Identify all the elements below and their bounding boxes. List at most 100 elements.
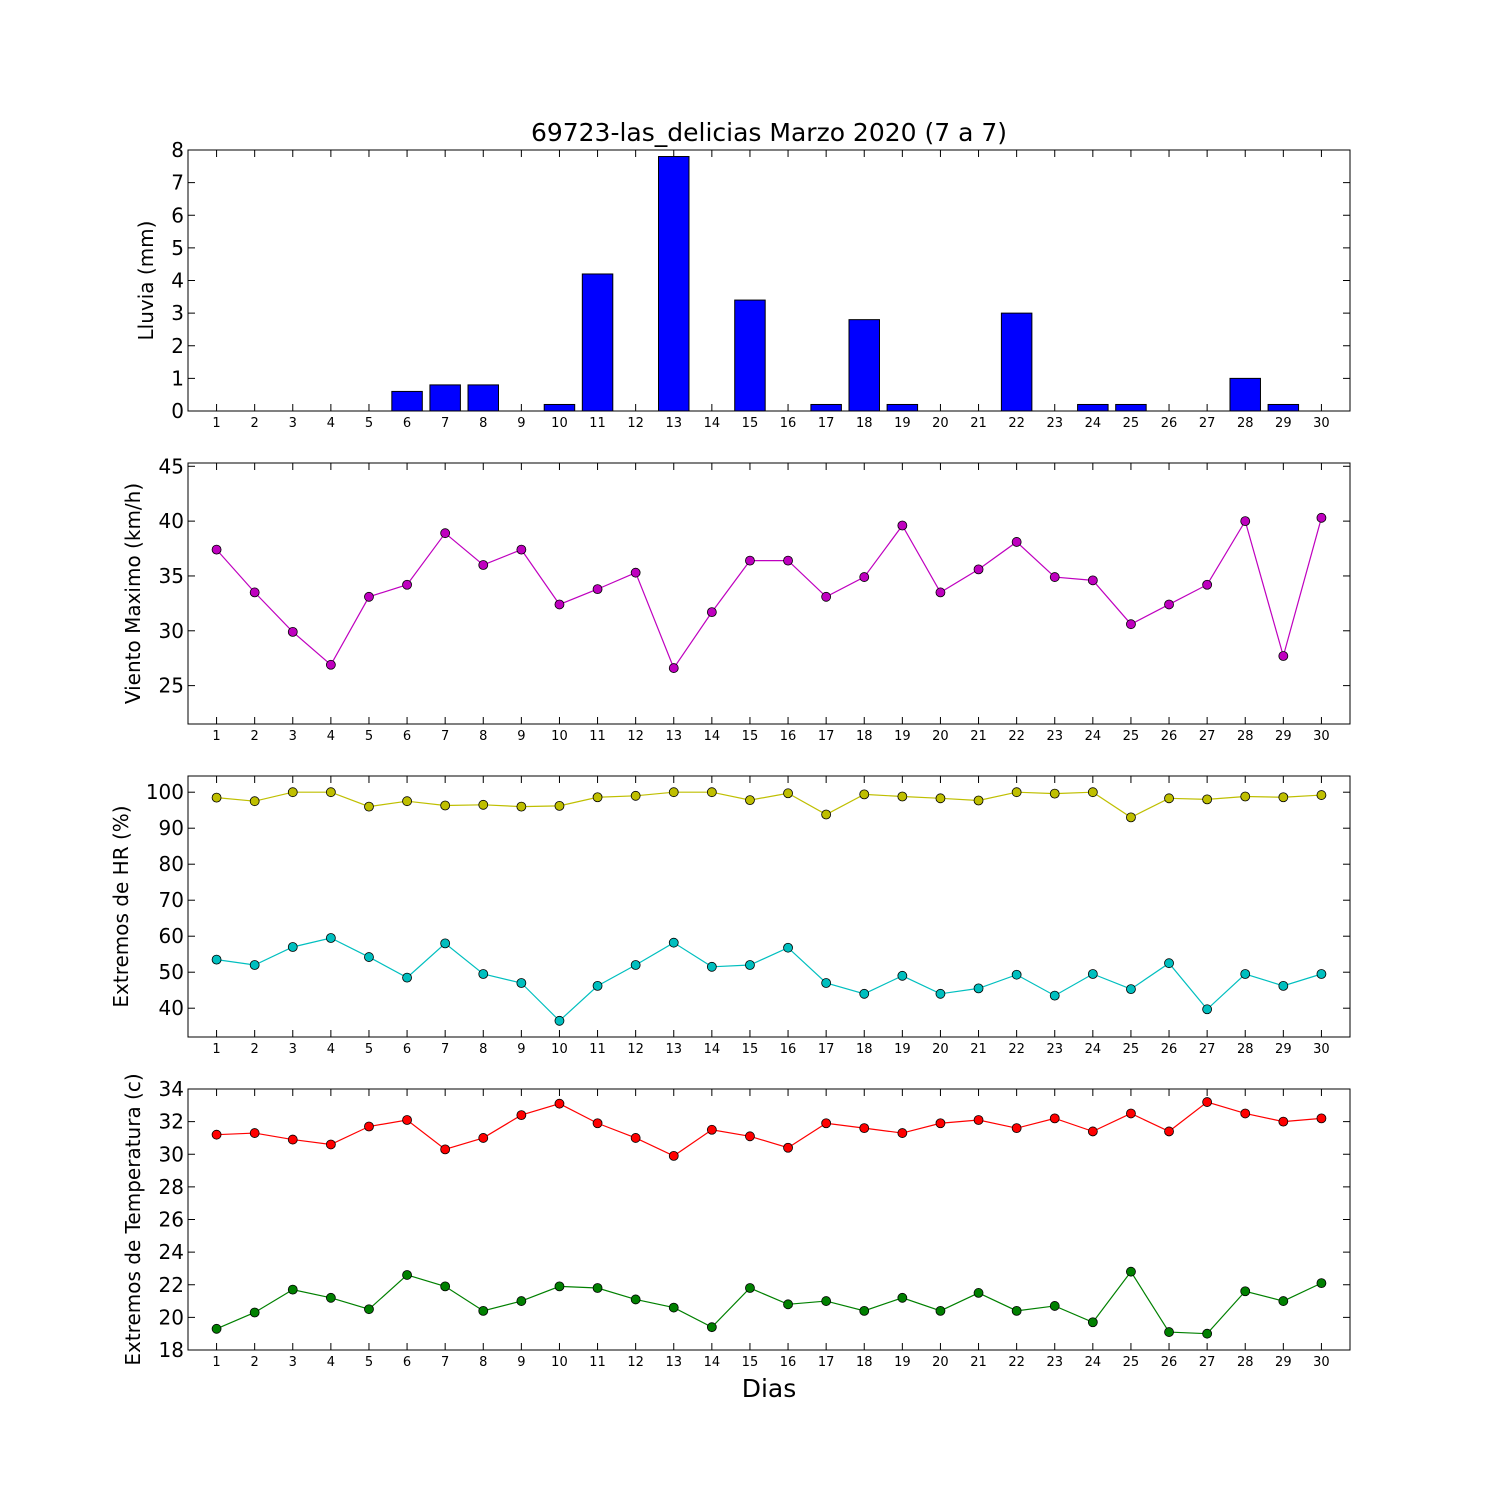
data-point xyxy=(211,792,222,803)
data-point xyxy=(478,799,489,810)
data-point xyxy=(1011,969,1022,980)
y-tick-label: 7 xyxy=(171,171,184,195)
bar xyxy=(886,403,919,412)
data-point xyxy=(783,1142,793,1153)
x-tick-label: 13 xyxy=(665,416,682,431)
data-point xyxy=(1087,1317,1098,1328)
x-tick-label: 27 xyxy=(1199,1355,1216,1370)
x-tick-label: 5 xyxy=(365,1042,373,1057)
bar xyxy=(1077,403,1109,412)
series-line xyxy=(216,1270,1322,1335)
x-tick-label: 25 xyxy=(1123,1355,1140,1370)
x-tick-label: 25 xyxy=(1123,729,1140,744)
data-point xyxy=(1316,790,1327,800)
data-point xyxy=(821,591,832,602)
data-point xyxy=(554,800,565,811)
x-tick-label: 26 xyxy=(1161,1042,1178,1057)
data-point xyxy=(1011,787,1022,798)
data-point xyxy=(1240,791,1251,802)
y-tick-label: 5 xyxy=(171,236,184,260)
series-line xyxy=(216,1101,1322,1157)
x-tick-label: 24 xyxy=(1085,1042,1102,1057)
data-point xyxy=(478,1305,489,1316)
bar xyxy=(810,403,842,412)
data-point xyxy=(1316,1113,1327,1124)
data-point xyxy=(211,954,222,965)
data-point xyxy=(630,1133,641,1143)
data-point xyxy=(1202,1004,1213,1015)
data-point xyxy=(706,961,717,972)
data-point xyxy=(897,1292,908,1303)
data-point xyxy=(859,1305,870,1316)
x-tick-label: 16 xyxy=(780,416,797,431)
data-point xyxy=(364,591,374,602)
data-point xyxy=(249,796,260,807)
x-tick-label: 1 xyxy=(212,416,220,431)
data-point xyxy=(1049,788,1060,799)
data-point xyxy=(821,978,832,988)
x-tick-label: 11 xyxy=(589,1042,606,1057)
y-tick-label: 70 xyxy=(159,888,184,912)
x-tick-label: 8 xyxy=(479,1042,487,1057)
x-tick-label: 21 xyxy=(970,729,987,744)
data-point xyxy=(973,564,984,575)
data-point xyxy=(211,1323,222,1334)
data-point xyxy=(325,1139,336,1150)
x-tick-label: 12 xyxy=(627,1355,644,1370)
y-tick-label: 45 xyxy=(159,454,184,478)
bar xyxy=(391,390,423,412)
bar xyxy=(429,384,461,412)
x-tick-label: 12 xyxy=(627,1042,644,1057)
data-point xyxy=(478,560,489,570)
data-point xyxy=(1202,579,1213,590)
data-point xyxy=(402,579,412,590)
y-tick-label: 40 xyxy=(159,509,184,533)
data-point xyxy=(1316,512,1327,523)
bar xyxy=(734,299,766,412)
x-tick-label: 17 xyxy=(818,416,835,431)
data-point xyxy=(630,960,641,970)
x-tick-label: 26 xyxy=(1161,416,1178,431)
x-tick-label: 17 xyxy=(818,1042,835,1057)
data-point xyxy=(973,983,984,994)
x-tick-label: 23 xyxy=(1046,729,1063,744)
y-tick-label: 0 xyxy=(171,399,184,423)
data-point xyxy=(554,599,565,610)
x-tick-label: 28 xyxy=(1237,1355,1254,1370)
y-tick-label: 60 xyxy=(159,924,184,948)
data-point xyxy=(706,1322,717,1333)
bar xyxy=(1000,312,1033,412)
x-tick-label: 14 xyxy=(704,416,721,431)
y-axis-label: Extremos de HR (%) xyxy=(109,805,133,1007)
data-point xyxy=(897,970,908,981)
data-point xyxy=(440,800,451,811)
data-point xyxy=(516,544,527,555)
x-tick-label: 29 xyxy=(1275,1355,1292,1370)
series-1 xyxy=(211,787,1327,823)
x-tick-label: 2 xyxy=(251,729,259,744)
data-point xyxy=(859,789,870,800)
x-tick-label: 3 xyxy=(289,416,297,431)
x-tick-label: 22 xyxy=(1008,416,1025,431)
data-point xyxy=(478,1133,489,1143)
bar xyxy=(848,319,880,412)
data-point xyxy=(1087,1126,1098,1137)
x-tick-label: 2 xyxy=(251,1355,259,1370)
y-tick-label: 8 xyxy=(171,138,184,162)
data-point xyxy=(287,942,298,952)
data-point xyxy=(1126,812,1136,823)
x-tick-label: 8 xyxy=(479,416,487,431)
x-tick-label: 14 xyxy=(704,729,721,744)
data-point xyxy=(1011,1305,1022,1316)
x-tick-label: 1 xyxy=(212,1355,220,1370)
x-tick-label: 17 xyxy=(818,729,835,744)
data-point xyxy=(516,1296,527,1306)
x-tick-label: 26 xyxy=(1161,1355,1178,1370)
x-tick-label: 30 xyxy=(1313,1042,1330,1057)
data-point xyxy=(440,1144,451,1155)
bar xyxy=(658,156,690,412)
data-point xyxy=(706,1124,717,1135)
data-point xyxy=(516,801,527,812)
y-axis-label: Lluvia (mm) xyxy=(134,221,158,341)
